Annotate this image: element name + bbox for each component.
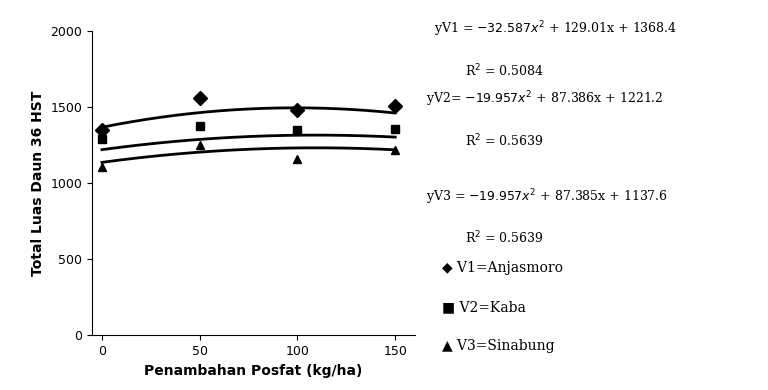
Text: yV1 = $-32.587x^{2}$ + 129.01x + 1368.4: yV1 = $-32.587x^{2}$ + 129.01x + 1368.4 [434, 20, 677, 39]
Text: ■ V2=Kaba: ■ V2=Kaba [442, 300, 525, 314]
Text: R$^{2}$ = 0.5639: R$^{2}$ = 0.5639 [465, 230, 543, 247]
X-axis label: Penambahan Posfat (kg/ha): Penambahan Posfat (kg/ha) [144, 364, 362, 378]
Text: ▲ V3=Sinabung: ▲ V3=Sinabung [442, 339, 554, 353]
Text: R$^{2}$ = 0.5639: R$^{2}$ = 0.5639 [465, 133, 543, 149]
Text: yV3 = $-19.957x^{2}$ + 87.385x + 1137.6: yV3 = $-19.957x^{2}$ + 87.385x + 1137.6 [426, 187, 668, 207]
Text: yV2= $-19.957x^{2}$ + 87.386x + 1221.2: yV2= $-19.957x^{2}$ + 87.386x + 1221.2 [426, 90, 664, 109]
Text: R$^{2}$ = 0.5084: R$^{2}$ = 0.5084 [465, 62, 544, 79]
Y-axis label: Total Luas Daun 36 HST: Total Luas Daun 36 HST [31, 90, 45, 276]
Text: ◆ V1=Anjasmoro: ◆ V1=Anjasmoro [442, 261, 563, 275]
